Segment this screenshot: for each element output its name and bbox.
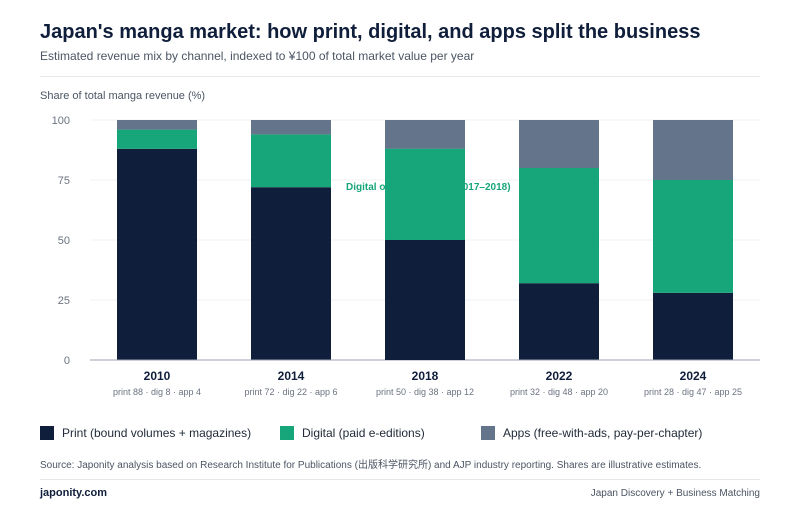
source-note: Source: Japonity analysis based on Resea… (40, 460, 702, 471)
legend-item-digital: Digital (paid e-editions) (280, 425, 425, 441)
bar-segment-apps (519, 120, 599, 168)
y-axis-label: Share of total manga revenue (%) (40, 90, 206, 102)
brand-name: japonity.com (40, 487, 108, 499)
x-tick-label: 2010 (144, 369, 171, 383)
stacked-bar-chart: 0 25 50 75 100 2010 print 88 · dig 8 · app 4 20… (52, 115, 760, 397)
legend-label-digital: Digital (paid e-editions) (302, 426, 425, 440)
bar-segment-digital (117, 129, 197, 149)
bar-segment-print (653, 292, 733, 360)
x-tick-label: 2014 (278, 369, 305, 383)
legend-label-print: Print (bound volumes + magazines) (62, 426, 252, 440)
bar-segment-digital (385, 148, 465, 240)
brand-tagline: Japan Discovery + Business Matching (590, 488, 760, 499)
y-tick-label: 100 (52, 115, 70, 127)
bar-segment-digital (653, 180, 733, 293)
legend-swatch-apps (481, 426, 495, 440)
legend-swatch-print (40, 426, 54, 440)
bar-share-note: print 32 · dig 48 · app 20 (510, 387, 608, 397)
footer-divider (40, 479, 760, 480)
chart-title: Japan's manga market: how print, digital… (40, 21, 701, 43)
bar-share-note: print 50 · dig 38 · app 12 (376, 387, 474, 397)
bar-segment-print (519, 283, 599, 360)
bar-segment-digital (251, 134, 331, 188)
bar-segment-apps (117, 120, 197, 130)
bar-segment-digital (519, 168, 599, 284)
bar-segment-apps (251, 120, 331, 135)
bar-share-note: print 28 · dig 47 · app 25 (644, 387, 742, 397)
bar-share-note: print 88 · dig 8 · app 4 (113, 387, 201, 397)
bar-segment-apps (385, 120, 465, 149)
legend-label-apps: Apps (free-with-ads, pay-per-chapter) (503, 426, 703, 440)
x-tick-label: 2024 (680, 369, 707, 383)
bar-segment-print (385, 240, 465, 360)
header-divider (40, 76, 760, 77)
chart-subtitle: Estimated revenue mix by channel, indexe… (40, 49, 475, 63)
bar-segment-apps (653, 120, 733, 180)
bar-share-note: print 72 · dig 22 · app 6 (244, 387, 337, 397)
y-tick-label: 25 (58, 295, 70, 307)
x-tick-label: 2022 (546, 369, 573, 383)
y-tick-label: 50 (58, 235, 70, 247)
bar-segment-print (117, 148, 197, 360)
legend-swatch-digital (280, 426, 294, 440)
bar-segment-print (251, 187, 331, 360)
legend-item-apps: Apps (free-with-ads, pay-per-chapter) (481, 425, 702, 441)
y-tick-label: 0 (64, 355, 70, 367)
y-tick-label: 75 (58, 175, 70, 187)
legend-item-print: Print (bound volumes + magazines) (40, 425, 251, 441)
x-tick-label: 2018 (412, 369, 439, 383)
